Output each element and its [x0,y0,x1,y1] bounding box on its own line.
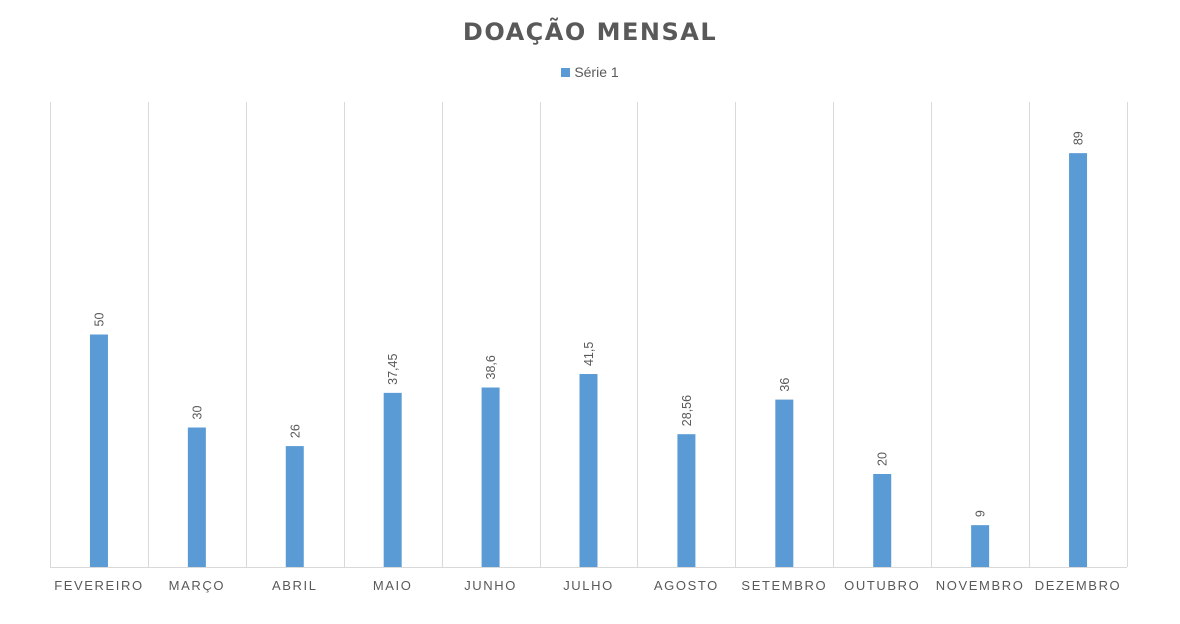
data-label: 28,56 [680,395,694,426]
bar [383,392,402,567]
bar [775,399,794,567]
legend-label: Série 1 [574,64,619,80]
data-label: 30 [190,406,204,420]
data-label: 20 [876,452,890,466]
category-label: MARÇO [169,578,225,593]
data-label: 89 [1072,131,1086,145]
bar [1069,153,1088,567]
bar [971,525,990,567]
category-label: NOVEMBRO [936,578,1025,593]
bar [677,434,696,567]
category-label: MAIO [373,578,413,593]
category-label: OUTUBRO [844,578,920,593]
bar [481,387,500,567]
data-label: 38,6 [484,355,498,379]
category-label: FEVEREIRO [54,578,144,593]
data-label: 26 [288,424,302,438]
data-label: 50 [92,313,106,327]
category-label: JUNHO [464,578,517,593]
data-label: 41,5 [582,342,596,366]
bar [285,446,304,567]
category-label: SETEMBRO [741,578,827,593]
category-label: ABRIL [272,578,318,593]
data-label: 37,45 [386,354,400,385]
chart-title: DOAÇÃO MENSAL [462,18,718,46]
category-label: DEZEMBRO [1035,578,1121,593]
legend-swatch [561,68,571,77]
bar [89,334,108,567]
category-label: JULHO [563,578,614,593]
bar [187,427,206,567]
bar [873,474,892,567]
data-label: 36 [778,378,792,392]
legend: Série 1 [0,64,1180,80]
bar [579,374,598,567]
data-label: 9 [974,510,988,517]
category-label: AGOSTO [654,578,719,593]
